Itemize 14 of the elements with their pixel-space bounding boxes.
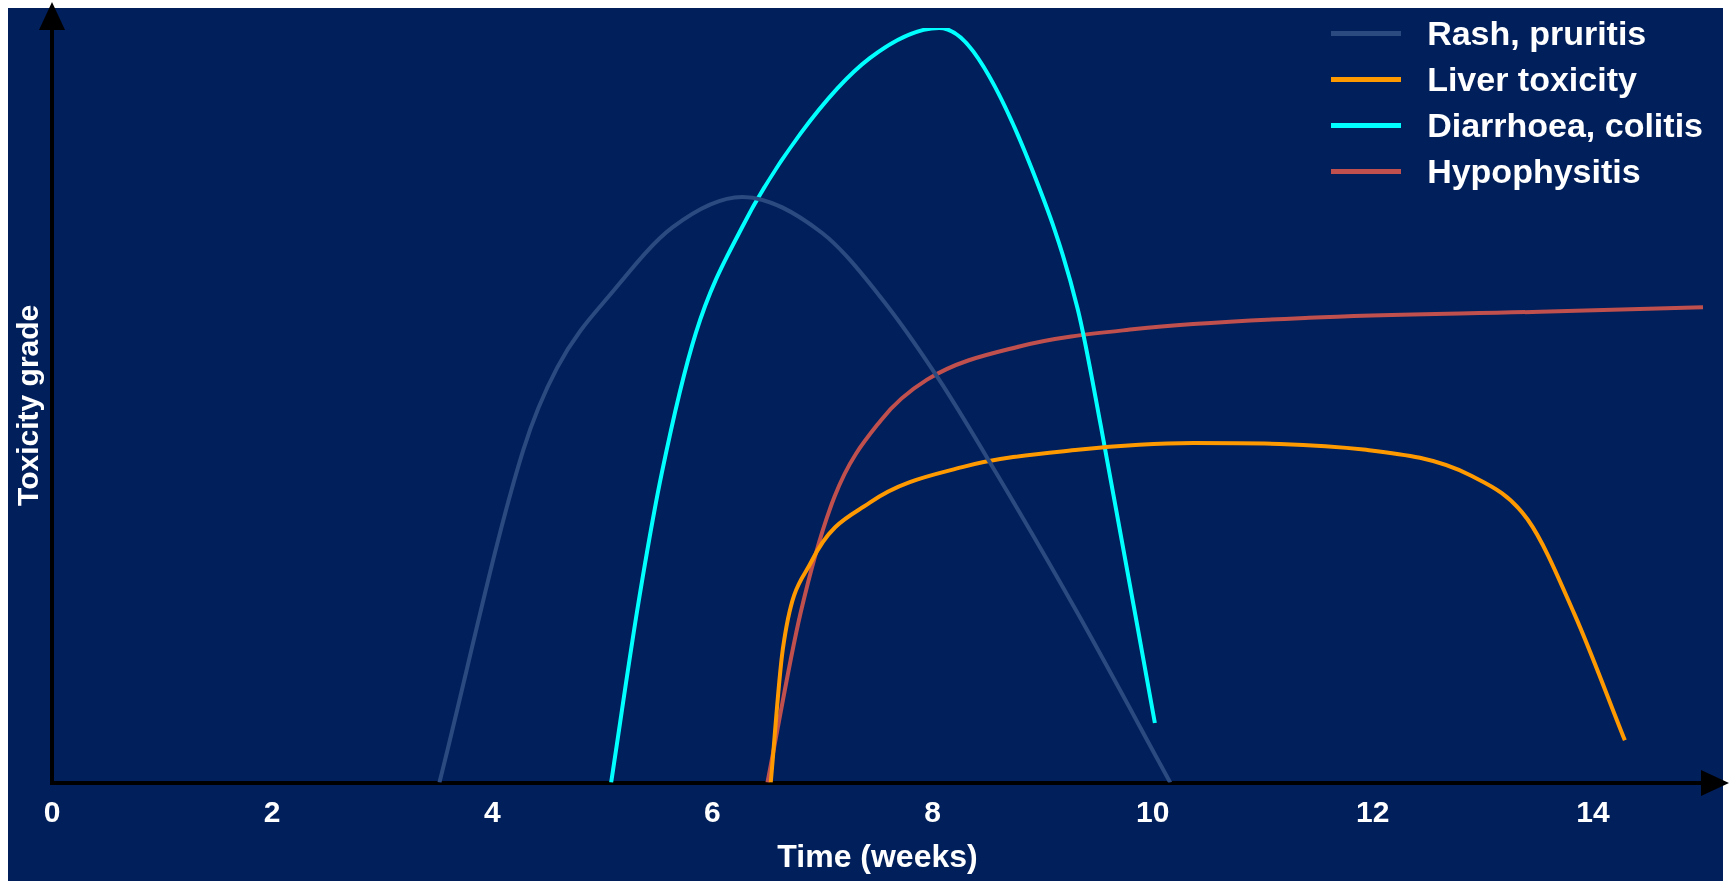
y-axis-title: Toxicity grade <box>11 304 45 506</box>
x-tick-label: 6 <box>704 794 721 828</box>
x-tick-label: 2 <box>263 794 281 828</box>
legend-label: Diarrhoea, colitis <box>1427 105 1703 145</box>
x-tick-label: 8 <box>924 794 941 828</box>
x-tick-label: 4 <box>483 794 501 828</box>
legend-label: Hypophysitis <box>1427 151 1641 191</box>
x-tick-label: 12 <box>1356 794 1390 828</box>
legend-label: Rash, pruritis <box>1427 13 1647 53</box>
x-tick-label: 14 <box>1576 794 1610 828</box>
x-tick-label: 10 <box>1135 794 1170 828</box>
legend-label: Liver toxicity <box>1427 59 1637 99</box>
x-tick-label: 0 <box>43 794 61 828</box>
x-axis-title: Time (weeks) <box>777 837 978 874</box>
